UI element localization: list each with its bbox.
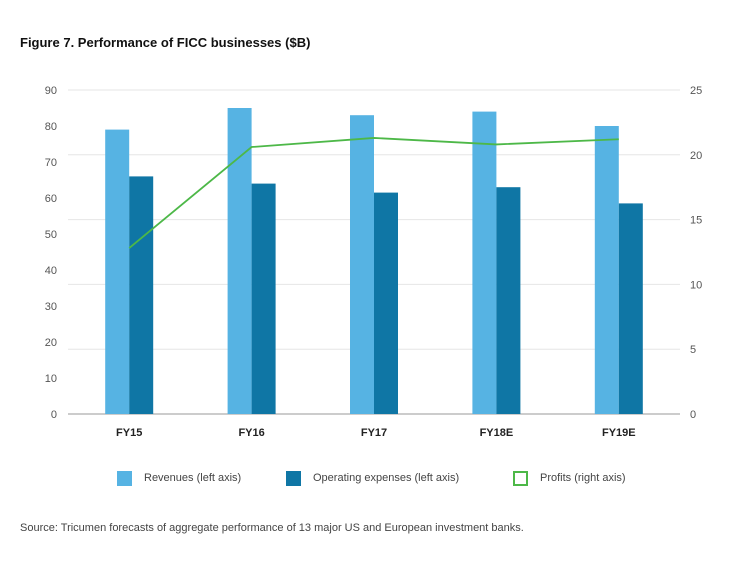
bars [105, 108, 643, 414]
operating-expenses-bar [374, 192, 398, 414]
legend-label-revenues: Revenues (left axis) [144, 472, 242, 484]
operating-expenses-bar [496, 187, 521, 414]
right-axis-tick-label: 5 [690, 344, 696, 356]
right-axis-tick-label: 10 [690, 279, 702, 291]
operating-expenses-bar [129, 176, 154, 414]
profits-line [128, 137, 619, 249]
right-axis-ticks: 0 5 10 15 20 25 [690, 85, 702, 421]
profits-line-path [128, 137, 619, 249]
category-label: FY19E [602, 427, 636, 439]
category-label: FY18E [480, 427, 514, 439]
operating-expenses-bar [618, 203, 643, 414]
legend-swatch-operating-expenses [286, 470, 301, 486]
legend-label-profits: Profits (right axis) [540, 472, 626, 484]
chart-title: Figure 7. Performance of FICC businesses… [20, 35, 311, 50]
left-axis-tick-label: 50 [45, 229, 57, 241]
category-label: FY15 [116, 427, 142, 439]
revenue-bar [227, 108, 252, 414]
legend-item-profits: Profits (right axis) [513, 468, 626, 488]
legend: Revenues (left axis) Operating expenses … [0, 468, 749, 488]
left-axis-tick-label: 10 [45, 373, 57, 385]
operating-expenses-bar [251, 183, 276, 414]
category-label: FY16 [238, 427, 264, 439]
legend-label-operating-expenses: Operating expenses (left axis) [313, 472, 460, 484]
right-axis-tick-label: 20 [690, 150, 702, 162]
left-axis-tick-label: 40 [45, 265, 57, 277]
category-label: FY17 [361, 427, 387, 439]
left-axis-tick-label: 0 [51, 409, 57, 421]
category-labels: FY15 FY16 FY17 FY18E FY19E [116, 427, 636, 439]
legend-swatch-revenues [117, 470, 132, 486]
revenue-bar [472, 111, 497, 414]
legend-item-operating-expenses: Operating expenses (left axis) [286, 468, 459, 488]
revenue-bar [350, 115, 374, 414]
left-axis-ticks: 0 10 20 30 40 50 60 70 80 90 [45, 85, 57, 421]
left-axis-tick-label: 80 [45, 121, 57, 133]
left-axis-tick-label: 90 [45, 85, 57, 97]
left-axis-tick-label: 70 [45, 157, 57, 169]
left-axis-tick-label: 60 [45, 193, 57, 205]
legend-swatch-profits [513, 470, 528, 486]
right-axis-tick-label: 15 [690, 215, 702, 227]
source-note: Source: Tricumen forecasts of aggregate … [20, 522, 524, 534]
revenue-bar [105, 129, 130, 414]
legend-item-revenues: Revenues (left axis) [117, 468, 241, 488]
left-axis-tick-label: 30 [45, 301, 57, 313]
left-axis-tick-label: 20 [45, 337, 57, 349]
right-axis-tick-label: 25 [690, 85, 702, 97]
revenue-bar [594, 126, 619, 414]
right-axis-tick-label: 0 [690, 409, 696, 421]
